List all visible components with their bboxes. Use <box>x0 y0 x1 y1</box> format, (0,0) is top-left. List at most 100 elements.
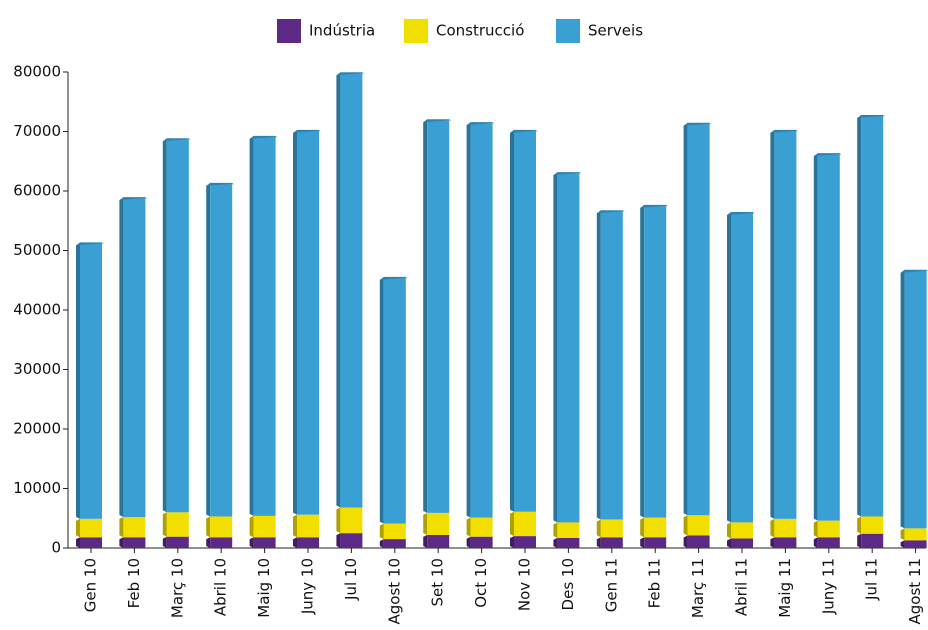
bar-side <box>857 116 862 517</box>
bar-side <box>900 540 905 548</box>
bar <box>731 213 753 523</box>
bar-top <box>249 135 278 139</box>
bar <box>80 243 102 519</box>
x-tick-label: Juny 10 <box>299 558 317 615</box>
bar-side <box>423 534 428 548</box>
bar <box>123 517 146 538</box>
bar-side <box>553 537 558 548</box>
bar <box>427 512 450 535</box>
bar <box>774 537 797 548</box>
legend-swatch <box>277 19 301 43</box>
bar-side <box>466 536 471 548</box>
bar <box>731 538 753 548</box>
bar <box>904 528 927 541</box>
bar <box>166 139 189 513</box>
bar-side <box>640 517 645 538</box>
bar-side <box>727 538 731 548</box>
bar-top <box>76 242 104 246</box>
bar <box>166 512 189 537</box>
bar-side <box>379 539 384 548</box>
legend-swatch <box>556 19 580 43</box>
bar <box>514 536 536 548</box>
bar <box>861 533 884 548</box>
bar <box>383 539 406 548</box>
bar-side <box>206 516 211 538</box>
bar-top <box>596 210 625 214</box>
bar-side <box>423 120 428 513</box>
x-tick-label: Gen 11 <box>602 558 620 612</box>
bar-top <box>206 182 235 186</box>
bar-side <box>770 130 775 519</box>
x-tick-label: Abril 11 <box>733 558 751 616</box>
bar-top <box>813 153 842 157</box>
bar <box>253 136 276 516</box>
bar <box>644 537 667 548</box>
bar-side <box>727 522 731 539</box>
bar <box>427 120 450 513</box>
legend-label: Construcció <box>436 22 524 40</box>
x-tick-label: Feb 11 <box>646 558 664 608</box>
bar <box>123 537 146 548</box>
legend-label: Indústria <box>309 22 375 40</box>
y-tick-label: 50000 <box>13 241 61 259</box>
bar <box>340 507 363 534</box>
bar <box>687 515 710 536</box>
x-tick-label: Jul 10 <box>342 558 360 601</box>
bar-top <box>727 212 755 216</box>
bar-side <box>770 537 775 548</box>
bar <box>557 173 580 523</box>
bar <box>166 536 189 548</box>
y-tick-label: 60000 <box>13 182 61 200</box>
bar-top <box>466 122 495 126</box>
bar-side <box>119 517 124 538</box>
bar-top <box>857 115 886 119</box>
bar-side <box>76 518 80 538</box>
x-tick-label: Feb 10 <box>125 558 143 608</box>
bar-side <box>293 537 297 548</box>
bar-side <box>379 277 384 524</box>
bar <box>297 514 319 538</box>
x-tick-label: Jul 11 <box>863 558 881 601</box>
bar-side <box>206 537 211 548</box>
x-tick-label: Agost 11 <box>906 558 924 625</box>
legend-label: Serveis <box>588 22 643 40</box>
bar-side <box>857 516 862 534</box>
bar-top <box>423 119 452 123</box>
bar <box>253 515 276 538</box>
bar-side <box>162 536 167 548</box>
bar-side <box>423 512 428 535</box>
bar-top <box>640 204 669 208</box>
bar-side <box>379 523 384 540</box>
y-tick-label: 0 <box>51 539 61 557</box>
bar-side <box>727 213 731 523</box>
bar-side <box>249 515 254 538</box>
x-tick-label: Abril 10 <box>212 558 230 616</box>
bar-side <box>596 519 601 538</box>
bar-top <box>336 72 365 76</box>
bar-side <box>553 522 558 538</box>
bar <box>904 270 927 529</box>
bar <box>253 537 276 548</box>
bar <box>687 123 710 516</box>
bar-top <box>683 122 712 126</box>
bar-side <box>510 511 514 537</box>
bar <box>644 205 667 518</box>
bar-side <box>683 515 688 536</box>
bar <box>687 535 710 548</box>
bar-side <box>206 183 211 517</box>
bar-side <box>900 528 905 541</box>
bar-side <box>770 518 775 538</box>
bar <box>774 130 797 519</box>
bar <box>861 116 884 517</box>
bar-side <box>119 537 124 548</box>
bar <box>557 537 580 548</box>
bar <box>774 518 797 538</box>
bar-side <box>510 130 514 512</box>
bar <box>600 519 623 538</box>
y-tick-label: 40000 <box>13 301 61 319</box>
bar <box>861 516 884 534</box>
bar-side <box>162 512 167 537</box>
bar <box>297 130 319 515</box>
x-tick-label: Juny 11 <box>819 558 837 615</box>
